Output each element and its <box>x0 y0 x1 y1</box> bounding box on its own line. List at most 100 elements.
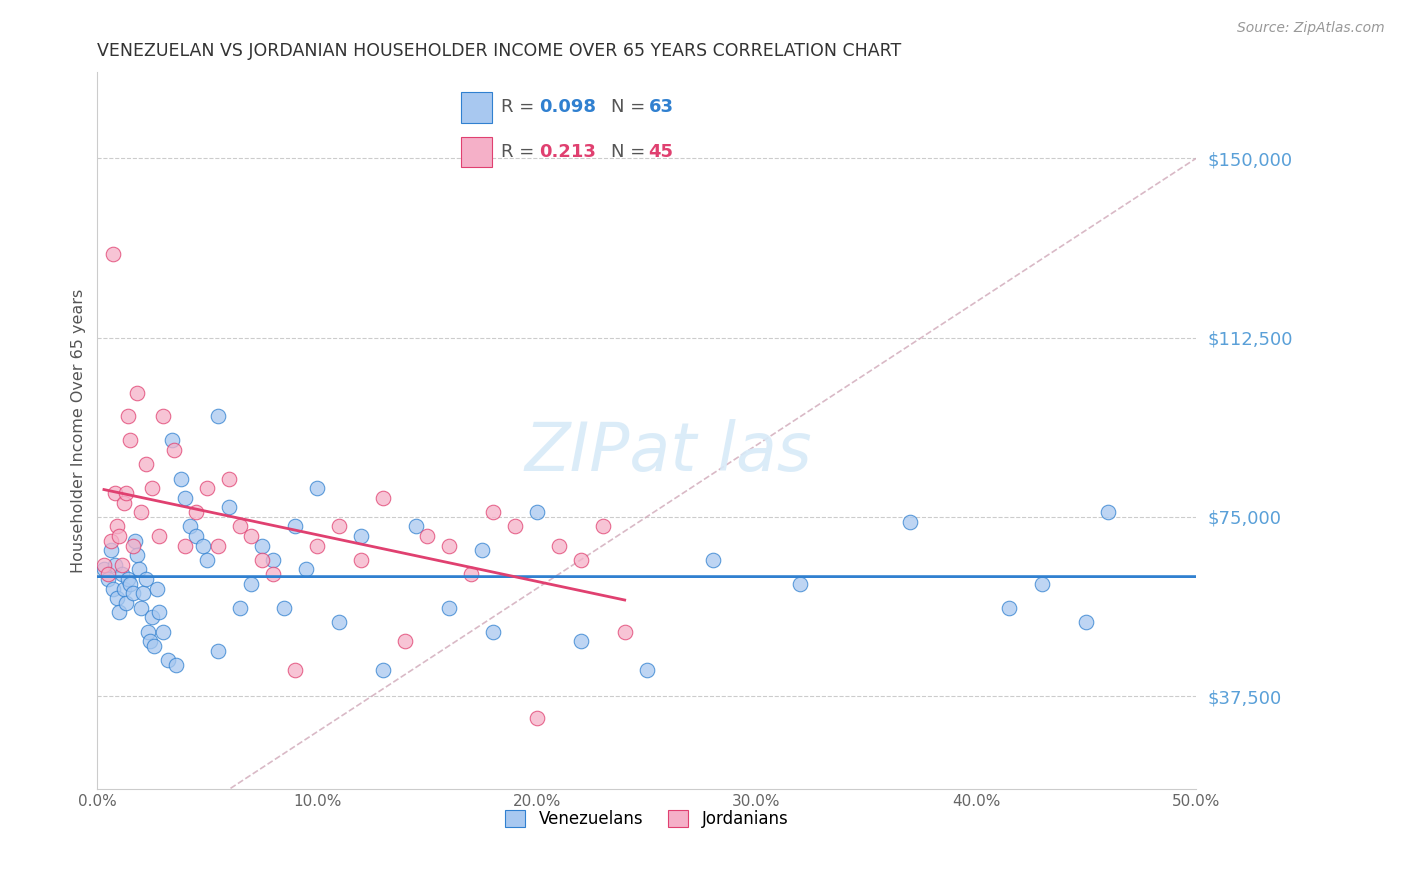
Point <box>100 533 122 548</box>
Point <box>789 576 811 591</box>
Point <box>186 529 208 543</box>
Point <box>613 624 636 639</box>
Point <box>229 600 252 615</box>
Point <box>124 533 146 548</box>
Point <box>328 519 350 533</box>
Point <box>97 572 120 586</box>
Point <box>170 472 193 486</box>
Point <box>482 624 505 639</box>
Point <box>115 486 138 500</box>
Point <box>115 596 138 610</box>
Point <box>273 600 295 615</box>
Point <box>240 576 263 591</box>
Point <box>136 624 159 639</box>
Point <box>636 663 658 677</box>
Point <box>104 558 127 572</box>
Point <box>163 442 186 457</box>
Point <box>120 434 142 448</box>
Point <box>526 710 548 724</box>
Text: Source: ZipAtlas.com: Source: ZipAtlas.com <box>1237 21 1385 35</box>
Point <box>191 539 214 553</box>
Point <box>437 600 460 615</box>
Point <box>139 634 162 648</box>
Point <box>207 643 229 657</box>
Point <box>1074 615 1097 629</box>
Point <box>284 519 307 533</box>
Point <box>125 385 148 400</box>
Point <box>250 539 273 553</box>
Point <box>207 409 229 424</box>
Point <box>503 519 526 533</box>
Point <box>117 572 139 586</box>
Point <box>105 519 128 533</box>
Point <box>405 519 427 533</box>
Point <box>416 529 439 543</box>
Point <box>174 539 197 553</box>
Point <box>135 572 157 586</box>
Point <box>152 409 174 424</box>
Point <box>145 582 167 596</box>
Point <box>569 553 592 567</box>
Point <box>307 539 329 553</box>
Point <box>394 634 416 648</box>
Point <box>148 606 170 620</box>
Point <box>100 543 122 558</box>
Point <box>110 567 132 582</box>
Point <box>104 486 127 500</box>
Point <box>101 247 124 261</box>
Point <box>998 600 1021 615</box>
Point <box>117 409 139 424</box>
Point <box>229 519 252 533</box>
Point <box>437 539 460 553</box>
Point <box>460 567 482 582</box>
Point <box>121 539 143 553</box>
Point <box>128 562 150 576</box>
Point <box>125 548 148 562</box>
Point <box>218 500 240 515</box>
Point <box>141 610 163 624</box>
Point <box>120 576 142 591</box>
Point <box>93 562 115 576</box>
Point <box>179 519 201 533</box>
Point <box>371 663 394 677</box>
Point <box>328 615 350 629</box>
Point <box>141 481 163 495</box>
Text: VENEZUELAN VS JORDANIAN HOUSEHOLDER INCOME OVER 65 YEARS CORRELATION CHART: VENEZUELAN VS JORDANIAN HOUSEHOLDER INCO… <box>97 42 901 60</box>
Point <box>101 582 124 596</box>
Point <box>132 586 155 600</box>
Point <box>129 505 152 519</box>
Point <box>195 481 218 495</box>
Point <box>284 663 307 677</box>
Point <box>112 495 135 509</box>
Point <box>129 600 152 615</box>
Point <box>250 553 273 567</box>
Point <box>105 591 128 605</box>
Point <box>186 505 208 519</box>
Point <box>307 481 329 495</box>
Point <box>526 505 548 519</box>
Point <box>371 491 394 505</box>
Point <box>143 639 166 653</box>
Point <box>569 634 592 648</box>
Point <box>156 653 179 667</box>
Point <box>135 457 157 471</box>
Text: ZIPat las: ZIPat las <box>524 419 813 485</box>
Point <box>471 543 494 558</box>
Point <box>148 529 170 543</box>
Point <box>108 606 131 620</box>
Point <box>152 624 174 639</box>
Point <box>165 657 187 672</box>
Point <box>110 558 132 572</box>
Point <box>482 505 505 519</box>
Legend: Venezuelans, Jordanians: Venezuelans, Jordanians <box>499 803 794 835</box>
Point <box>1097 505 1119 519</box>
Point <box>207 539 229 553</box>
Point <box>262 567 284 582</box>
Point <box>160 434 183 448</box>
Point <box>295 562 318 576</box>
Point <box>121 586 143 600</box>
Point <box>1031 576 1053 591</box>
Point <box>240 529 263 543</box>
Point <box>112 582 135 596</box>
Point <box>218 472 240 486</box>
